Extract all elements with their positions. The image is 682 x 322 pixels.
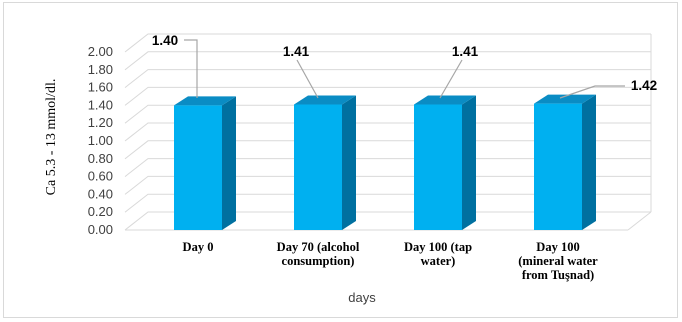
gridline bbox=[124, 51, 651, 71]
bar-side bbox=[222, 96, 236, 231]
y-tick-labels: 0.00 0.20 0.40 0.60 0.80 1.00 1.20 1.40 1.60 1.80… bbox=[88, 44, 113, 237]
y-tick-label: 1.40 bbox=[88, 97, 113, 112]
bar-top bbox=[294, 95, 356, 105]
y-axis-title: Ca 5.3 - 13 mmol/dl. bbox=[44, 79, 59, 196]
bar bbox=[414, 95, 476, 230]
y-tick-label: 0.40 bbox=[88, 186, 113, 201]
bar-front bbox=[174, 105, 222, 230]
bar bbox=[174, 96, 236, 231]
y-tick-label: 0.80 bbox=[88, 151, 113, 166]
bars bbox=[174, 94, 596, 231]
bar-side bbox=[342, 95, 356, 230]
x-tick-label: Day 70 (alcohol consumption) bbox=[277, 240, 360, 268]
gridline bbox=[124, 104, 651, 124]
y-tick-label: 0.00 bbox=[88, 222, 113, 237]
gridline bbox=[124, 86, 651, 106]
gridline bbox=[124, 33, 651, 53]
bar-top bbox=[414, 95, 476, 105]
x-tick-label: Day 100 (tap water) bbox=[404, 240, 472, 268]
leader-line bbox=[439, 59, 463, 99]
bar-front bbox=[414, 104, 462, 230]
y-tick-label: 1.00 bbox=[88, 133, 113, 148]
y-tick-label: 0.60 bbox=[88, 169, 113, 184]
gridline bbox=[124, 122, 651, 142]
y-tick-label: 1.20 bbox=[88, 115, 113, 130]
bar bbox=[534, 94, 596, 231]
data-label: 1.41 bbox=[452, 44, 479, 59]
y-tick-label: 0.20 bbox=[88, 204, 113, 219]
bar-front bbox=[534, 103, 582, 230]
y-tick-label: 1.60 bbox=[88, 80, 113, 95]
data-label: 1.41 bbox=[283, 44, 310, 59]
bar-front bbox=[294, 104, 342, 230]
leader-line bbox=[184, 39, 198, 98]
x-tick-label: Day 0 bbox=[183, 240, 214, 254]
gridline bbox=[124, 158, 651, 177]
bar-side bbox=[582, 94, 596, 231]
x-tick-labels: Day 0 Day 70 (alcohol consumption) Day 100 … bbox=[183, 240, 599, 282]
bar bbox=[294, 95, 356, 230]
y-tick-label: 1.80 bbox=[88, 62, 113, 77]
bar-side bbox=[462, 95, 476, 230]
gridline bbox=[124, 69, 651, 88]
gridline bbox=[124, 193, 651, 213]
data-labels: 1.40 1.41 1.41 1.42 bbox=[152, 33, 657, 99]
x-axis-title: days bbox=[348, 290, 376, 305]
bar-top bbox=[174, 96, 236, 106]
bar-top bbox=[534, 94, 596, 104]
leader-line bbox=[296, 59, 319, 99]
y-tick-label: 2.00 bbox=[88, 44, 113, 59]
data-label: 1.42 bbox=[631, 78, 657, 93]
leader-line bbox=[559, 85, 625, 99]
x-tick-label: Day 100 (mineral water from Tuşnad) bbox=[518, 240, 598, 282]
gridline bbox=[124, 140, 651, 160]
gridline bbox=[124, 211, 651, 231]
data-label: 1.40 bbox=[152, 33, 178, 48]
gridline bbox=[124, 175, 651, 195]
